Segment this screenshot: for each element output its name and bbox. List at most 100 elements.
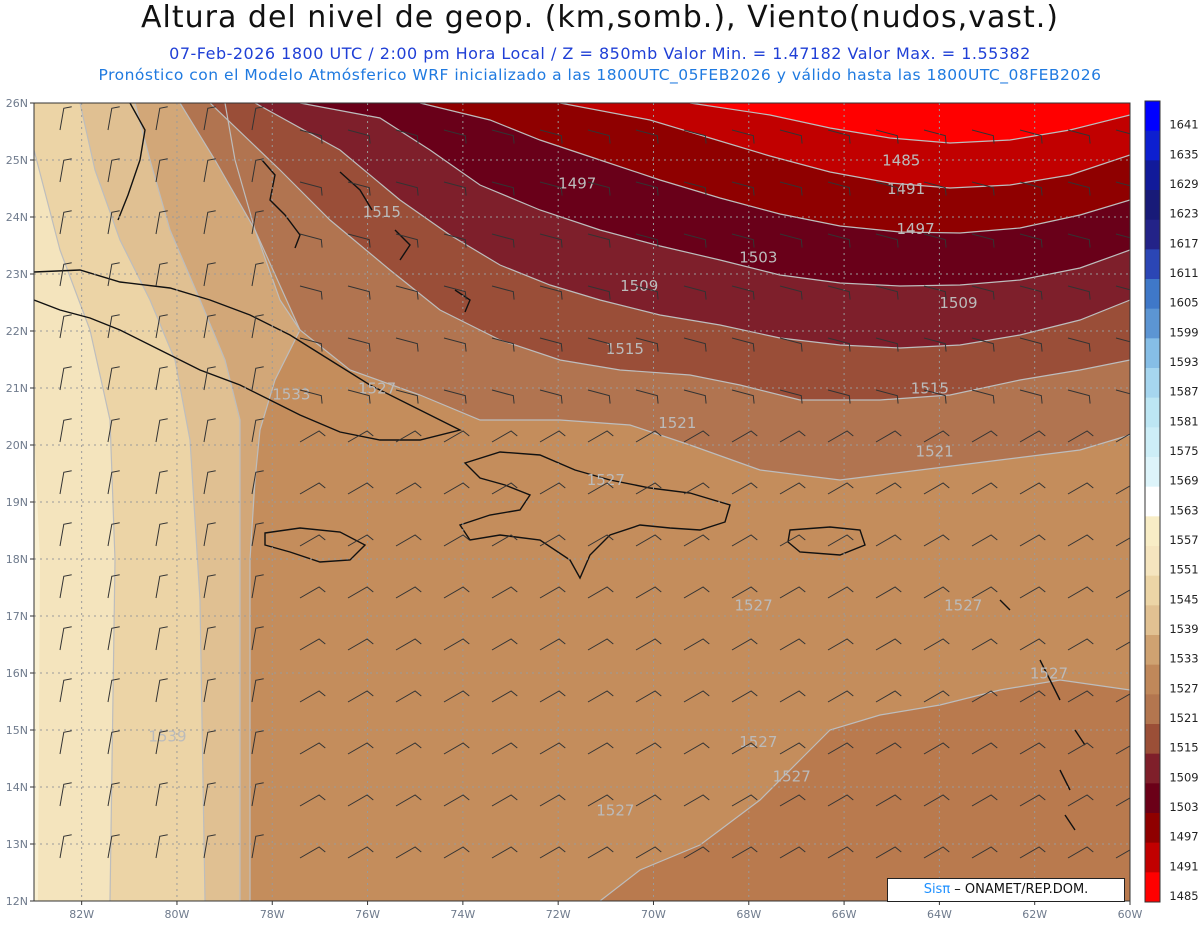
wind-barb xyxy=(299,482,326,495)
colorbar-label: 1551 xyxy=(1169,563,1198,577)
wind-barb xyxy=(923,586,950,599)
wind-barb xyxy=(635,690,662,703)
credit-brand: Sisπ xyxy=(923,882,951,897)
wind-barb xyxy=(251,210,264,235)
wind-barb xyxy=(875,742,902,755)
contour-label: 1527 xyxy=(739,733,777,751)
contour-labels: 1485 1491 1497 1497 1503 1509 1509 1515 1515 1515… xyxy=(148,152,1068,820)
wind-barb xyxy=(443,794,470,807)
wind-barb xyxy=(923,181,947,196)
wind-barb xyxy=(923,742,950,755)
lat-tick-label: 20N xyxy=(6,439,28,452)
wind-barb xyxy=(395,233,419,248)
wind-barb xyxy=(59,834,72,859)
wind-barb xyxy=(395,482,422,495)
wind-barb xyxy=(251,106,264,131)
lon-tick-label: 60W xyxy=(1118,908,1143,921)
wind-barb xyxy=(347,181,371,196)
wind-barb xyxy=(347,337,371,352)
wind-barb xyxy=(1019,181,1043,196)
contour-label: 1533 xyxy=(272,385,310,403)
contour-label: 1527 xyxy=(773,767,811,785)
wind-barb xyxy=(155,626,168,651)
wind-barb xyxy=(731,285,755,300)
wind-barb xyxy=(971,181,995,196)
wind-barb xyxy=(683,285,707,300)
wind-barb xyxy=(1067,534,1094,547)
wind-barb xyxy=(1019,430,1046,443)
wind-barb xyxy=(491,846,518,859)
wind-barb xyxy=(491,233,515,248)
antilles-coast xyxy=(999,599,1086,831)
colorbar-swatch xyxy=(1145,427,1160,458)
wind-barb xyxy=(587,638,614,651)
wind-barbs xyxy=(59,106,1130,859)
wind-barb xyxy=(203,158,216,183)
wind-barb xyxy=(107,210,120,235)
colorbar-label: 1509 xyxy=(1169,770,1198,784)
colorbar-swatch xyxy=(1145,842,1160,873)
wind-barb xyxy=(731,129,755,144)
wind-barb xyxy=(491,586,518,599)
wind-barb xyxy=(443,233,467,248)
wind-barb xyxy=(635,794,662,807)
wind-barb xyxy=(827,337,851,352)
wind-barb xyxy=(1067,181,1091,196)
wind-barb xyxy=(1019,690,1046,703)
wind-barb xyxy=(1115,589,1130,599)
wind-barb xyxy=(491,794,518,807)
lon-tick-label: 82W xyxy=(69,908,94,921)
wind-barb xyxy=(395,337,419,352)
wind-barb xyxy=(1115,797,1130,807)
wind-barb xyxy=(731,181,755,196)
wind-barb xyxy=(1115,849,1130,859)
wind-barb xyxy=(539,690,566,703)
wind-barb xyxy=(923,690,950,703)
wind-barb xyxy=(587,129,611,144)
wind-barb xyxy=(395,389,419,404)
colorbar-label: 1491 xyxy=(1169,859,1198,873)
contour-label: 1497 xyxy=(896,220,934,238)
colorbar-swatch xyxy=(1145,486,1160,517)
wind-barb xyxy=(347,742,374,755)
colorbar-frame xyxy=(1144,100,1161,903)
colorbar-swatch xyxy=(1145,575,1160,606)
wind-barb xyxy=(923,794,950,807)
colorbar-label: 1581 xyxy=(1169,414,1198,428)
wind-barb xyxy=(107,782,120,807)
coastlines xyxy=(34,103,1086,831)
credit-box: Sisπ – ONAMET/REP.DOM. xyxy=(887,878,1125,902)
wind-barb xyxy=(827,285,851,300)
wind-barb xyxy=(443,690,470,703)
colorbar-swatch xyxy=(1145,783,1160,814)
wind-barb xyxy=(635,389,659,404)
wind-barb xyxy=(875,285,899,300)
wind-barb xyxy=(875,337,899,352)
wind-barb xyxy=(635,534,662,547)
wind-barb xyxy=(203,210,216,235)
wind-barb xyxy=(347,285,371,300)
colorbar-label: 1485 xyxy=(1169,889,1198,903)
wind-barb xyxy=(1019,586,1046,599)
wind-barb xyxy=(635,846,662,859)
wind-barb xyxy=(203,574,216,599)
colorbar-swatch xyxy=(1145,813,1160,844)
wind-barb xyxy=(587,233,611,248)
band-1485 xyxy=(690,103,1130,143)
wind-barb xyxy=(251,314,264,339)
wind-barb xyxy=(779,181,803,196)
wind-barb xyxy=(59,418,72,443)
wind-barb xyxy=(731,586,758,599)
wind-barb xyxy=(635,430,662,443)
colorbar-swatch xyxy=(1145,368,1160,399)
lon-tick-label: 72W xyxy=(546,908,571,921)
wind-barb xyxy=(1115,641,1130,651)
wind-barb xyxy=(875,430,902,443)
wind-barb xyxy=(1019,389,1043,404)
wind-barb xyxy=(395,285,419,300)
wind-barb xyxy=(587,482,614,495)
wind-barb xyxy=(587,586,614,599)
wind-barb xyxy=(635,129,659,144)
wind-barb xyxy=(683,482,710,495)
wind-barb xyxy=(395,534,422,547)
